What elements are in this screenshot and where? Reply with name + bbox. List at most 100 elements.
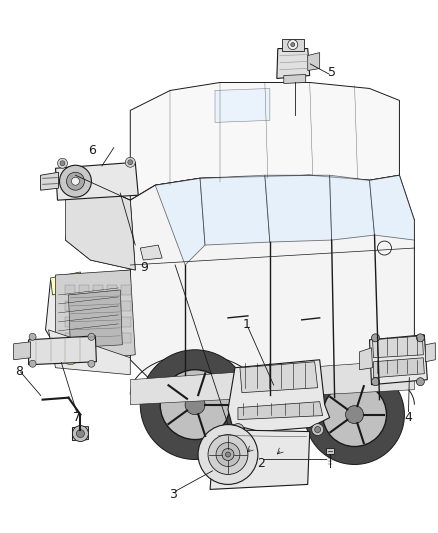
Circle shape bbox=[88, 333, 95, 340]
Circle shape bbox=[71, 177, 79, 185]
Circle shape bbox=[235, 426, 241, 433]
Polygon shape bbox=[130, 175, 414, 405]
Polygon shape bbox=[46, 270, 130, 370]
Polygon shape bbox=[282, 38, 304, 51]
Polygon shape bbox=[210, 430, 310, 489]
Polygon shape bbox=[107, 317, 117, 327]
Polygon shape bbox=[130, 178, 205, 270]
Polygon shape bbox=[56, 270, 135, 360]
Polygon shape bbox=[66, 175, 135, 270]
Polygon shape bbox=[28, 336, 96, 365]
Circle shape bbox=[125, 157, 135, 167]
Polygon shape bbox=[59, 288, 118, 340]
Polygon shape bbox=[66, 285, 75, 295]
Circle shape bbox=[323, 383, 386, 447]
Polygon shape bbox=[56, 162, 138, 200]
Circle shape bbox=[67, 172, 85, 190]
Polygon shape bbox=[93, 285, 103, 295]
Polygon shape bbox=[107, 333, 117, 343]
Polygon shape bbox=[49, 330, 130, 375]
Polygon shape bbox=[93, 317, 103, 327]
Circle shape bbox=[60, 165, 92, 197]
Text: 1: 1 bbox=[243, 318, 251, 332]
Circle shape bbox=[371, 334, 379, 342]
Polygon shape bbox=[66, 301, 75, 311]
Text: 8: 8 bbox=[14, 365, 23, 378]
Polygon shape bbox=[50, 272, 82, 295]
Polygon shape bbox=[155, 178, 205, 265]
Text: 7: 7 bbox=[74, 411, 81, 424]
Polygon shape bbox=[326, 448, 334, 454]
Text: 5: 5 bbox=[328, 66, 336, 79]
Polygon shape bbox=[425, 343, 435, 362]
Polygon shape bbox=[107, 301, 117, 311]
Polygon shape bbox=[121, 301, 131, 311]
Circle shape bbox=[72, 425, 88, 441]
Polygon shape bbox=[360, 348, 372, 370]
Polygon shape bbox=[277, 49, 310, 78]
Text: 2: 2 bbox=[257, 457, 265, 470]
Circle shape bbox=[371, 378, 379, 386]
Circle shape bbox=[160, 370, 230, 440]
Polygon shape bbox=[121, 285, 131, 295]
Polygon shape bbox=[308, 53, 320, 70]
Circle shape bbox=[57, 158, 67, 168]
Circle shape bbox=[29, 360, 36, 367]
Polygon shape bbox=[107, 285, 117, 295]
Text: 9: 9 bbox=[140, 262, 148, 274]
Circle shape bbox=[88, 360, 95, 367]
Polygon shape bbox=[215, 88, 270, 123]
Circle shape bbox=[417, 334, 424, 342]
Polygon shape bbox=[121, 333, 131, 343]
Polygon shape bbox=[66, 317, 75, 327]
Polygon shape bbox=[41, 172, 59, 190]
Circle shape bbox=[208, 434, 248, 474]
Polygon shape bbox=[265, 175, 332, 242]
Polygon shape bbox=[140, 245, 162, 260]
Circle shape bbox=[314, 426, 321, 433]
Polygon shape bbox=[79, 317, 89, 327]
Circle shape bbox=[29, 333, 36, 340]
Polygon shape bbox=[79, 285, 89, 295]
Polygon shape bbox=[228, 360, 330, 432]
Polygon shape bbox=[72, 426, 88, 441]
Circle shape bbox=[346, 406, 364, 424]
Circle shape bbox=[222, 449, 234, 461]
Polygon shape bbox=[121, 317, 131, 327]
Circle shape bbox=[128, 160, 133, 165]
Polygon shape bbox=[93, 333, 103, 343]
Polygon shape bbox=[66, 333, 75, 343]
Text: 6: 6 bbox=[88, 144, 96, 157]
Polygon shape bbox=[68, 290, 122, 348]
Polygon shape bbox=[79, 333, 89, 343]
Circle shape bbox=[232, 424, 244, 435]
Circle shape bbox=[226, 452, 230, 457]
Circle shape bbox=[140, 350, 250, 459]
Text: 4: 4 bbox=[404, 411, 412, 424]
Circle shape bbox=[291, 43, 295, 46]
Circle shape bbox=[305, 365, 404, 464]
Circle shape bbox=[64, 351, 78, 365]
Polygon shape bbox=[370, 175, 414, 240]
Circle shape bbox=[185, 394, 205, 415]
Polygon shape bbox=[79, 301, 89, 311]
Circle shape bbox=[198, 425, 258, 484]
Polygon shape bbox=[130, 360, 414, 405]
Circle shape bbox=[60, 161, 65, 166]
Text: 3: 3 bbox=[169, 488, 177, 501]
Polygon shape bbox=[370, 335, 427, 385]
Polygon shape bbox=[14, 342, 31, 360]
Circle shape bbox=[288, 39, 298, 50]
Polygon shape bbox=[200, 175, 270, 245]
Polygon shape bbox=[284, 75, 306, 84]
Polygon shape bbox=[93, 301, 103, 311]
Polygon shape bbox=[372, 336, 424, 358]
Polygon shape bbox=[130, 83, 399, 200]
Circle shape bbox=[312, 424, 324, 435]
Polygon shape bbox=[240, 362, 318, 393]
Polygon shape bbox=[238, 402, 323, 419]
Polygon shape bbox=[374, 358, 424, 378]
Polygon shape bbox=[66, 175, 135, 270]
Circle shape bbox=[77, 430, 85, 438]
Circle shape bbox=[417, 378, 424, 386]
